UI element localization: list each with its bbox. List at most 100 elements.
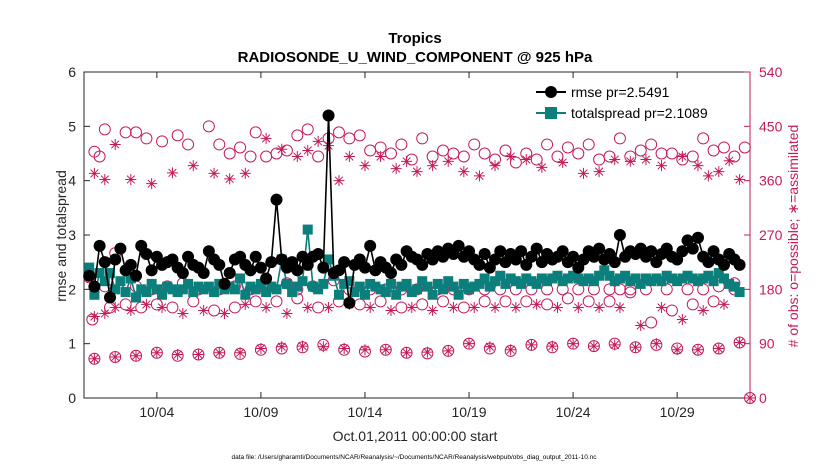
rmse-point (478, 248, 491, 261)
assimilated-obs-marker (166, 167, 178, 179)
assimilated-obs-marker (630, 341, 642, 353)
spread-point (698, 273, 709, 284)
assimilated-obs-marker (99, 307, 111, 319)
spread-point (516, 278, 527, 289)
assimilated-obs-marker (421, 346, 433, 358)
assimilated-obs-marker (130, 350, 142, 362)
assimilated-obs-marker (640, 154, 652, 166)
assimilated-obs-marker (567, 338, 579, 350)
assimilated-obs-marker (151, 347, 163, 359)
assimilated-obs-marker (593, 301, 605, 313)
spread-point (240, 289, 251, 300)
assimilated-obs-marker (401, 347, 413, 359)
spread-point (281, 278, 292, 289)
rmse-point (608, 256, 621, 269)
assimilated-obs-marker (88, 353, 100, 365)
rmse-point (686, 242, 699, 255)
spread-point (646, 276, 657, 287)
assimilated-obs-marker (551, 301, 563, 313)
assimilated-obs-marker (520, 154, 532, 166)
axes: 10/04 10/09 10/14 10/19 10/24 10/29 0 1 2 3 4 5 6 0 90… (68, 64, 782, 420)
y-right-tick-label: 180 (759, 281, 783, 297)
assimilated-obs-marker (676, 151, 688, 163)
possible-obs-marker (312, 301, 325, 314)
x-tick-label: 10/29 (660, 404, 695, 420)
rmse-point (452, 239, 465, 252)
possible-obs-marker (457, 150, 470, 163)
legend: rmse pr=2.5491 totalspread pr=2.1089 (530, 78, 742, 124)
spread-point (427, 289, 438, 300)
spread-point (724, 278, 735, 289)
spread-point (588, 276, 599, 287)
assimilated-obs-marker (109, 138, 121, 150)
spread-point (359, 289, 370, 300)
possible-obs-marker (561, 292, 574, 305)
possible-obs-marker (244, 150, 257, 163)
assimilated-obs-marker (609, 339, 621, 351)
possible-obs-marker (551, 150, 564, 163)
assimilated-obs-marker (140, 298, 152, 310)
possible-obs-marker (541, 138, 554, 151)
spread-point (464, 284, 475, 295)
spread-point (250, 284, 261, 295)
possible-obs-marker (98, 123, 111, 136)
assimilated-obs-marker (718, 298, 730, 310)
spread-point (229, 284, 240, 295)
possible-obs-marker (665, 147, 678, 160)
spread-point (609, 276, 620, 287)
assimilated-obs-marker (333, 175, 345, 187)
possible-obs-marker (572, 283, 585, 296)
spread-point (448, 281, 459, 292)
spread-point (115, 276, 126, 287)
spread-point (687, 273, 698, 284)
x-tick-label: 10/04 (139, 404, 174, 420)
x-tick-label: 10/24 (556, 404, 591, 420)
spread-point (542, 276, 553, 287)
rmse-point (130, 269, 143, 282)
spread-point (521, 273, 532, 284)
spread-point (599, 265, 610, 276)
y-tick-label: 2 (68, 281, 76, 297)
assimilated-obs-marker (734, 336, 746, 348)
spread-point (261, 287, 272, 298)
possible-obs-marker (416, 298, 429, 311)
possible-obs-marker (291, 292, 304, 305)
assimilated-obs-marker (125, 173, 137, 185)
rmse-point (702, 256, 715, 269)
assimilated-obs-marker (692, 344, 704, 356)
possible-obs-marker (223, 147, 236, 160)
rmse-point (114, 242, 127, 255)
possible-obs-marker (234, 141, 247, 154)
possible-obs-marker (478, 147, 491, 160)
spread-point (718, 273, 729, 284)
spread-point (339, 278, 350, 289)
assimilated-obs-marker (744, 392, 756, 404)
spread-point (547, 273, 558, 284)
possible-obs-marker (93, 150, 106, 163)
legend-rmse-marker (545, 86, 557, 98)
possible-obs-marker (228, 301, 241, 314)
possible-obs-marker (119, 298, 132, 311)
data-marks (83, 109, 756, 404)
possible-obs-marker (645, 316, 658, 329)
possible-obs-marker (634, 144, 647, 157)
rmse-point (270, 193, 283, 206)
assimilated-obs-marker (172, 349, 184, 361)
assimilated-obs-marker (484, 341, 496, 353)
y-right-tick-label: 360 (759, 173, 783, 189)
possible-obs-marker (291, 129, 304, 142)
possible-obs-marker (639, 283, 652, 296)
possible-obs-marker (738, 141, 751, 154)
assimilated-obs-marker (338, 342, 350, 354)
assimilated-obs-marker (510, 301, 522, 313)
rmse-point (109, 253, 122, 266)
assimilated-obs-marker (187, 160, 199, 172)
spread-point (630, 273, 641, 284)
spread-point (235, 273, 246, 284)
assimilated-obs-marker (323, 140, 335, 152)
rmse-point (145, 264, 158, 277)
spread-point (729, 281, 740, 292)
rmse-point (338, 256, 351, 269)
spread-point (255, 278, 266, 289)
